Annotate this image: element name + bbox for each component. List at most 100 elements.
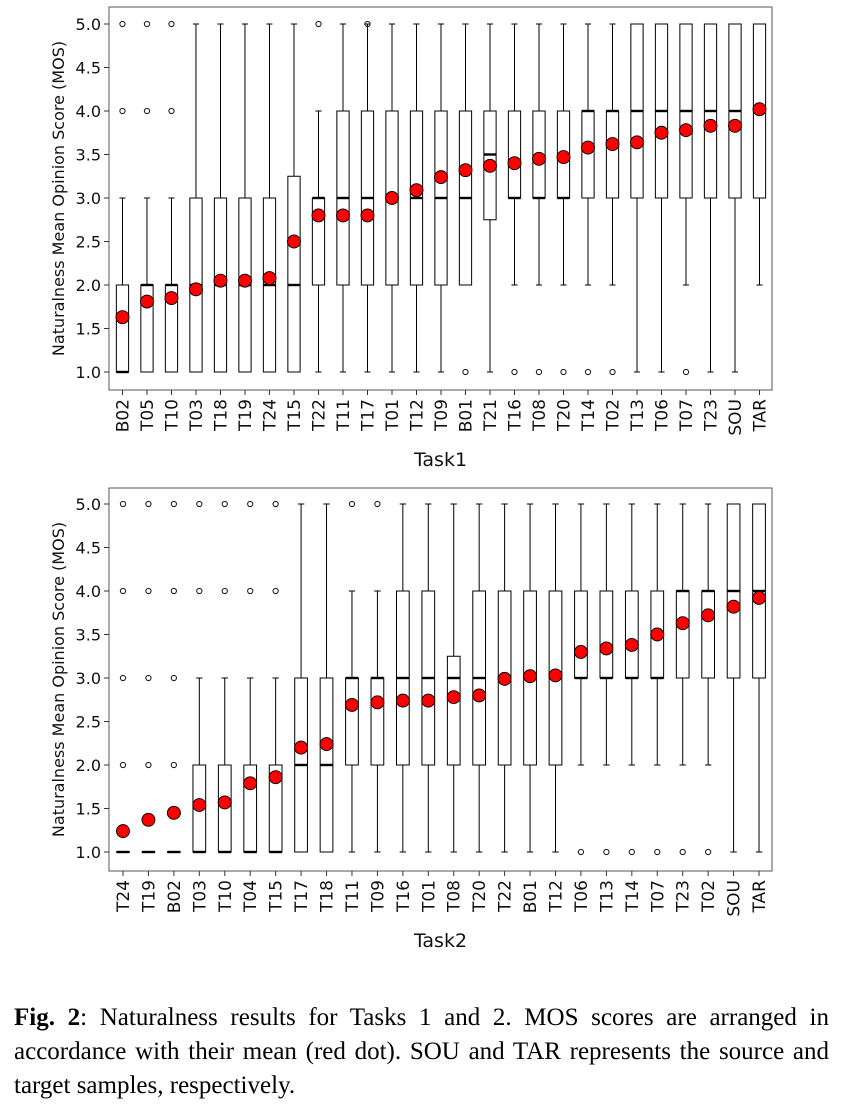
- y-tick-label: 1.0: [76, 363, 101, 382]
- mean-dot-t17: [360, 208, 375, 223]
- mean-dot-t15: [287, 234, 301, 249]
- outlier-point: [170, 674, 178, 682]
- x-tick-label-t23: T23: [702, 399, 722, 432]
- x-tick-label-t03: T03: [187, 399, 207, 432]
- y-tick-label: 2.5: [76, 713, 101, 732]
- box-tar: [752, 503, 766, 853]
- mean-dot-t14: [581, 140, 595, 155]
- x-tick-label-b01: B01: [521, 880, 541, 913]
- mean-dot-t13: [599, 641, 614, 656]
- outlier-point: [348, 500, 356, 508]
- box-t10: [217, 500, 232, 854]
- x-tick-label-sou: SOU: [726, 399, 746, 436]
- iqr-box: [345, 677, 359, 766]
- outlier-point: [119, 587, 127, 595]
- box-t24: [262, 23, 277, 373]
- y-tick-label: 2.0: [76, 756, 101, 775]
- outlier-point: [374, 500, 381, 508]
- x-tick-label-t06: T06: [572, 880, 592, 913]
- mean-dot-t16: [507, 156, 522, 171]
- x-tick-label-t22: T22: [309, 399, 329, 432]
- box-t06: [654, 23, 669, 373]
- x-tick-label-t14: T14: [623, 880, 643, 913]
- outlier-point: [584, 368, 592, 376]
- outlier-point: [143, 20, 151, 28]
- x-tick-label-tar: TAR: [750, 880, 770, 914]
- x-tick-label-t09: T09: [432, 399, 452, 432]
- mean-dot-t24: [116, 824, 130, 839]
- y-tick-label: 4.5: [76, 59, 101, 78]
- box-t23: [675, 503, 690, 856]
- mean-dot-t15: [268, 770, 283, 785]
- outlier-point: [119, 761, 127, 769]
- x-tick-label-t23: T23: [674, 880, 694, 913]
- outlier-point: [119, 500, 127, 508]
- box-sou: [726, 503, 741, 853]
- mean-dot-t19: [141, 812, 156, 827]
- x-tick-label-t08: T08: [445, 880, 465, 913]
- mean-dot-t06: [654, 125, 669, 140]
- box-t02: [701, 503, 716, 856]
- x-tick-label-t01: T01: [419, 880, 439, 913]
- y-tick-label: 4.0: [76, 582, 101, 601]
- x-tick-label-tar: TAR: [751, 399, 771, 433]
- y-tick-label: 4.5: [76, 539, 101, 558]
- mean-dot-t20: [556, 150, 571, 165]
- mean-dot-t02: [605, 137, 620, 152]
- mean-dot-t12: [409, 183, 424, 198]
- mean-dot-sou: [726, 599, 741, 614]
- mean-dot-t19: [238, 273, 252, 288]
- iqr-box: [605, 110, 620, 199]
- mean-dot-t12: [548, 668, 563, 683]
- iqr-box: [446, 655, 461, 766]
- box-t18: [213, 23, 228, 373]
- outlier-point: [603, 848, 610, 856]
- outlier-point: [145, 500, 152, 508]
- x-tick-label-t11: T11: [343, 880, 363, 913]
- box-b02: [115, 20, 130, 374]
- caption-label: Fig. 2: [14, 1004, 81, 1031]
- mean-dot-t20: [472, 688, 487, 703]
- y-axis-label: Naturalness Mean Opinion Score (MOS): [49, 522, 68, 837]
- box-t19: [141, 500, 156, 854]
- x-tick-label-sou: SOU: [725, 880, 745, 917]
- box-t17: [294, 503, 308, 853]
- mean-dot-t14: [624, 637, 639, 652]
- x-tick-label-t05: T05: [138, 399, 158, 432]
- outlier-point: [221, 587, 228, 595]
- iqr-box: [574, 590, 588, 679]
- box-t09: [370, 500, 385, 853]
- y-tick-label: 5.0: [76, 15, 101, 34]
- box-t10: [164, 20, 179, 373]
- box-t02: [605, 23, 620, 376]
- mean-dot-b01: [458, 163, 473, 178]
- box-t16: [395, 503, 410, 853]
- outlier-point: [168, 20, 175, 28]
- iqr-box: [507, 110, 522, 199]
- x-tick-label-t18: T18: [318, 880, 338, 913]
- box-t19: [238, 23, 252, 373]
- x-tick-label-b02: B02: [165, 880, 185, 913]
- x-axis-label: Task1: [413, 449, 467, 471]
- outlier-point: [145, 674, 152, 682]
- outlier-point: [168, 107, 175, 115]
- x-tick-label-t21: T21: [481, 399, 501, 432]
- mean-dot-t07: [650, 627, 665, 642]
- outlier-point: [272, 500, 279, 508]
- x-tick-label-t16: T16: [394, 880, 414, 913]
- mean-dot-t21: [483, 158, 497, 173]
- x-tick-label-t01: T01: [383, 399, 403, 432]
- caption-text: : Naturalness results for Tasks 1 and 2.…: [14, 1004, 829, 1099]
- mean-dot-t11: [336, 208, 350, 223]
- iqr-box: [675, 590, 690, 679]
- iqr-box: [287, 175, 301, 373]
- box-t07: [650, 503, 665, 856]
- mean-dot-t04: [243, 776, 258, 791]
- box-t16: [507, 23, 522, 376]
- box-t20: [472, 503, 487, 853]
- x-tick-label-t07: T07: [677, 399, 697, 432]
- x-tick-label-t19: T19: [236, 399, 256, 432]
- x-tick-label-t12: T12: [546, 880, 566, 913]
- mean-dot-t07: [679, 123, 693, 138]
- y-tick-label: 1.0: [76, 843, 101, 862]
